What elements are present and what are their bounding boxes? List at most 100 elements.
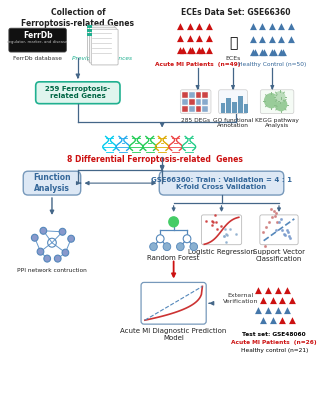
- Text: ▲: ▲: [180, 46, 187, 54]
- Circle shape: [68, 235, 75, 242]
- Bar: [87, 25, 92, 28]
- Text: ▲: ▲: [186, 46, 193, 54]
- Bar: [87, 29, 92, 32]
- Text: GO functional
Annotation: GO functional Annotation: [213, 118, 253, 128]
- Text: ▲: ▲: [250, 22, 257, 31]
- Text: ▲: ▲: [271, 48, 278, 56]
- Bar: [87, 33, 92, 36]
- Bar: [196, 99, 201, 105]
- Text: ▲: ▲: [269, 22, 276, 31]
- Text: ▲: ▲: [275, 286, 282, 295]
- Text: ▲: ▲: [250, 35, 257, 44]
- Text: ▲: ▲: [251, 48, 258, 56]
- Bar: [182, 92, 188, 98]
- Text: Logistic Regression: Logistic Regression: [188, 249, 255, 255]
- Text: ▲: ▲: [199, 46, 206, 54]
- Bar: [182, 99, 188, 105]
- Text: Healthy control (n=21): Healthy control (n=21): [241, 348, 308, 353]
- Text: KEGG pathway
Analysis: KEGG pathway Analysis: [255, 118, 299, 128]
- Text: ▲: ▲: [279, 296, 286, 305]
- Text: ▲: ▲: [284, 306, 291, 315]
- Text: ▲: ▲: [289, 316, 296, 325]
- Circle shape: [40, 227, 47, 234]
- Text: ▲: ▲: [255, 306, 262, 315]
- Bar: [189, 92, 195, 98]
- Text: Collection of
Ferroptosis-related Genes: Collection of Ferroptosis-related Genes: [21, 8, 134, 28]
- Circle shape: [177, 243, 184, 251]
- Text: FerrDb database: FerrDb database: [13, 56, 62, 61]
- Text: ▲: ▲: [255, 286, 262, 295]
- Text: ▲: ▲: [288, 35, 295, 44]
- Text: Random Forest: Random Forest: [147, 255, 200, 261]
- FancyBboxPatch shape: [91, 29, 118, 65]
- Text: ECEs Data Set: GSE66360: ECEs Data Set: GSE66360: [181, 8, 291, 17]
- Bar: [221, 103, 225, 113]
- Circle shape: [44, 255, 51, 262]
- Text: ▲: ▲: [279, 316, 286, 325]
- Bar: [202, 99, 208, 105]
- Text: ▲: ▲: [177, 34, 184, 43]
- Bar: [238, 96, 243, 113]
- FancyBboxPatch shape: [141, 282, 206, 324]
- Text: ▲: ▲: [278, 35, 285, 44]
- Text: Previous References: Previous References: [72, 56, 132, 61]
- FancyBboxPatch shape: [87, 25, 114, 61]
- Text: ▲: ▲: [177, 22, 184, 31]
- Text: ▲: ▲: [289, 296, 296, 305]
- Circle shape: [275, 99, 287, 111]
- Text: GSE66360: Train : Validation = 4 : 1
K-fold Cross Validation: GSE66360: Train : Validation = 4 : 1 K-f…: [151, 177, 292, 190]
- Text: 285 DEGs: 285 DEGs: [181, 118, 210, 122]
- Text: ▲: ▲: [278, 22, 285, 31]
- Circle shape: [163, 243, 171, 251]
- Circle shape: [59, 228, 66, 235]
- Text: ▲: ▲: [186, 34, 193, 43]
- Circle shape: [150, 243, 157, 251]
- Text: ▲: ▲: [288, 22, 295, 31]
- Text: ▲: ▲: [278, 48, 285, 56]
- Text: ▲: ▲: [284, 286, 291, 295]
- Circle shape: [62, 249, 69, 256]
- Text: ▲: ▲: [269, 48, 276, 56]
- Text: ▲: ▲: [269, 35, 276, 44]
- Circle shape: [169, 217, 179, 227]
- Circle shape: [190, 243, 198, 251]
- Text: Test set: GSE48060: Test set: GSE48060: [242, 332, 306, 337]
- Text: ▲: ▲: [206, 34, 213, 43]
- Circle shape: [156, 235, 164, 243]
- Text: Function
Analysis: Function Analysis: [33, 174, 71, 193]
- Bar: [189, 106, 195, 112]
- Text: 259 Ferroptosis-
related Genes: 259 Ferroptosis- related Genes: [45, 86, 111, 99]
- Circle shape: [54, 255, 61, 262]
- Text: ▲: ▲: [189, 46, 196, 54]
- Circle shape: [31, 234, 38, 241]
- Text: ▲: ▲: [206, 46, 213, 54]
- Bar: [202, 106, 208, 112]
- Bar: [226, 98, 231, 113]
- Text: regulator, marker, and disease: regulator, marker, and disease: [8, 40, 68, 44]
- FancyBboxPatch shape: [260, 90, 294, 114]
- FancyBboxPatch shape: [89, 27, 116, 63]
- Bar: [196, 106, 201, 112]
- Text: ▲: ▲: [260, 296, 267, 305]
- Text: ▲: ▲: [270, 296, 277, 305]
- Text: ▲: ▲: [280, 48, 287, 56]
- Text: ▲: ▲: [265, 286, 272, 295]
- Text: ECEs: ECEs: [225, 56, 241, 62]
- Bar: [244, 104, 248, 113]
- Text: Healthy Control (n=50): Healthy Control (n=50): [238, 62, 306, 67]
- Text: ▲: ▲: [206, 22, 213, 31]
- Text: ▲: ▲: [196, 34, 203, 43]
- FancyBboxPatch shape: [23, 171, 81, 195]
- Text: ▲: ▲: [196, 46, 203, 54]
- Text: ▲: ▲: [259, 48, 266, 56]
- Text: ▲: ▲: [259, 35, 266, 44]
- FancyBboxPatch shape: [180, 90, 211, 114]
- FancyBboxPatch shape: [159, 171, 284, 195]
- FancyBboxPatch shape: [260, 215, 298, 245]
- Text: ▲: ▲: [250, 48, 257, 56]
- Text: ▲: ▲: [260, 316, 267, 325]
- Text: ▲: ▲: [196, 22, 203, 31]
- Text: Acute MI Patients  (n=49): Acute MI Patients (n=49): [155, 62, 240, 67]
- Text: ▲: ▲: [186, 22, 193, 31]
- FancyBboxPatch shape: [219, 90, 248, 114]
